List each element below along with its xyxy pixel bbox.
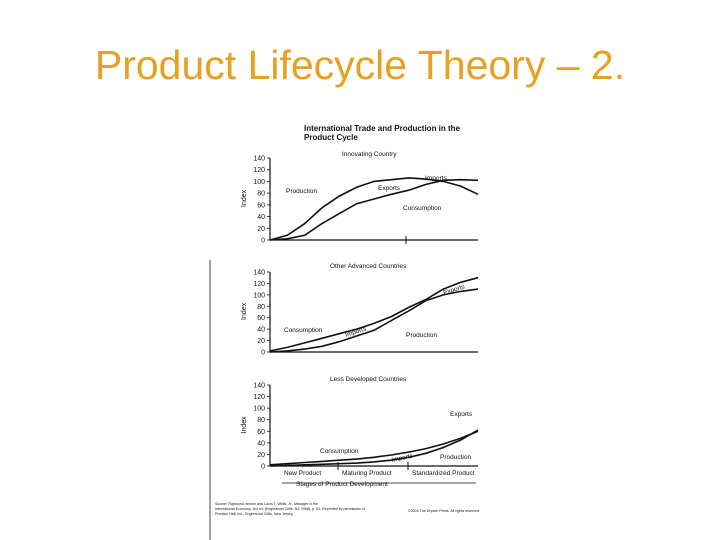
y-tick-label: 0 bbox=[261, 238, 265, 245]
y-tick-label: 100 bbox=[253, 292, 265, 299]
y-tick-label: 0 bbox=[261, 464, 265, 471]
y-tick-label: 80 bbox=[257, 417, 265, 424]
annotation-label: Imports bbox=[391, 452, 414, 464]
y-tick-label: 20 bbox=[257, 452, 265, 459]
source-note-line3: Prentice Hall, Inc., Englewood Cliffs, N… bbox=[215, 512, 293, 516]
panel-title: Innovating Country bbox=[342, 151, 397, 158]
y-tick-label: 120 bbox=[253, 167, 265, 174]
stage-label: Standardized Product bbox=[412, 470, 475, 477]
y-tick-label: 40 bbox=[257, 214, 265, 221]
series-line-consumption bbox=[269, 276, 479, 352]
y-tick-label: 0 bbox=[261, 350, 265, 357]
annotation-label: Production bbox=[286, 188, 317, 195]
y-tick-label: 40 bbox=[257, 327, 265, 334]
y-axis-label: Index bbox=[241, 189, 248, 207]
chart-panel-3: Less Developed Countries 140 120 100 80 60 40 2… bbox=[241, 376, 479, 488]
y-tick-label: 120 bbox=[253, 281, 265, 288]
source-note-line2: International Economy, 3rd ed. (Englewoo… bbox=[215, 507, 365, 511]
annotation-label: Production bbox=[440, 454, 471, 461]
series-line-production bbox=[269, 177, 479, 241]
figure-title-line1: International Trade and Production in th… bbox=[304, 124, 461, 133]
annotation-label: Consumption bbox=[284, 327, 323, 334]
series-line-consumption bbox=[269, 430, 479, 466]
y-tick-label: 60 bbox=[257, 315, 265, 322]
series-line-production bbox=[269, 429, 479, 467]
y-tick-label: 100 bbox=[253, 179, 265, 186]
y-tick-label: 60 bbox=[257, 429, 265, 436]
annotation-label: Consumption bbox=[320, 448, 359, 455]
annotation-label: Imports bbox=[425, 175, 447, 182]
chart-panel-2: Other Advanced Countries 140 120 100 80 60 40 2… bbox=[241, 263, 479, 357]
y-tick-label: 80 bbox=[257, 191, 265, 198]
y-tick-label: 140 bbox=[253, 383, 265, 390]
y-tick-label: 140 bbox=[253, 270, 265, 277]
y-tick-label: 20 bbox=[257, 338, 265, 345]
annotation-label: Production bbox=[406, 332, 437, 339]
panel-title: Less Developed Countries bbox=[330, 376, 407, 383]
y-tick-label: 20 bbox=[257, 226, 265, 233]
x-axis-label: Stages of Product Development bbox=[296, 481, 388, 488]
annotation-label: Exports bbox=[378, 185, 401, 192]
stage-label: Maturing Product bbox=[342, 470, 392, 477]
y-tick-label: 80 bbox=[257, 304, 265, 311]
series-line-consumption bbox=[269, 178, 479, 241]
y-axis-label: Index bbox=[241, 302, 248, 320]
annotation-label: Exports bbox=[450, 411, 473, 418]
stage-label: New Product bbox=[284, 470, 321, 477]
y-tick-label: 100 bbox=[253, 406, 265, 413]
y-tick-label: 40 bbox=[257, 440, 265, 447]
y-axis-label: Index bbox=[241, 416, 248, 434]
series-line-production bbox=[269, 288, 479, 353]
copyright-note: ©2004 The Dryden Press. All rights reser… bbox=[408, 509, 480, 513]
annotation-label: Consumption bbox=[403, 205, 442, 212]
chart-panel-1: Innovating Country 140 120 100 80 60 40 20 0 Inde… bbox=[241, 151, 479, 245]
slide-title: Product Lifecycle Theory – 2. bbox=[94, 42, 626, 88]
source-note-line1: Source: Raymond Vernon and Louis T. Well… bbox=[215, 502, 318, 506]
panel-title: Other Advanced Countries bbox=[330, 263, 407, 270]
y-tick-label: 120 bbox=[253, 394, 265, 401]
y-tick-label: 60 bbox=[257, 202, 265, 209]
y-tick-label: 140 bbox=[253, 156, 265, 163]
figure-title-line2: Product Cycle bbox=[304, 133, 358, 142]
